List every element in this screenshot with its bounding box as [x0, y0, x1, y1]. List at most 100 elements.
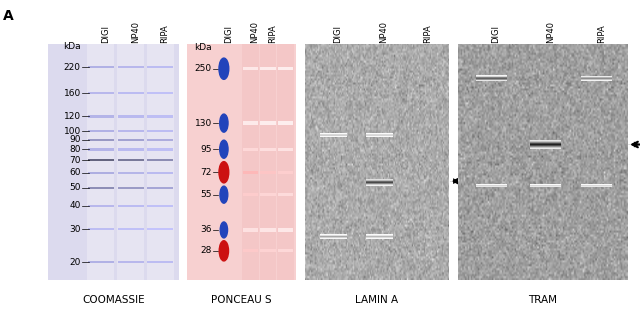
Bar: [320, 235, 347, 236]
Circle shape: [219, 58, 228, 79]
Text: DIGI: DIGI: [492, 25, 500, 43]
Bar: [530, 145, 561, 146]
Bar: [476, 79, 507, 80]
Bar: [278, 147, 293, 151]
Circle shape: [220, 140, 228, 158]
Bar: [476, 185, 507, 186]
Bar: [530, 185, 561, 186]
Bar: [366, 185, 393, 186]
Bar: [278, 228, 293, 232]
Text: RIPA: RIPA: [268, 24, 277, 43]
Bar: [278, 249, 293, 253]
Text: PONCEAU S: PONCEAU S: [211, 295, 271, 305]
Circle shape: [220, 186, 228, 203]
Bar: [476, 184, 507, 185]
Bar: [243, 147, 258, 151]
Bar: [530, 184, 561, 185]
Bar: [320, 133, 347, 134]
Bar: [476, 77, 507, 78]
Bar: [530, 142, 561, 143]
Bar: [366, 179, 393, 180]
Bar: [530, 145, 561, 146]
Text: 60: 60: [69, 169, 81, 177]
Bar: [260, 44, 276, 280]
Bar: [581, 186, 612, 187]
Bar: [147, 139, 173, 141]
Text: DIGI: DIGI: [224, 25, 233, 43]
Bar: [118, 261, 143, 263]
Bar: [320, 236, 347, 237]
Bar: [476, 79, 507, 80]
Bar: [581, 76, 612, 77]
Bar: [260, 249, 276, 253]
Bar: [277, 44, 294, 280]
Bar: [581, 76, 612, 77]
Bar: [530, 144, 561, 145]
Bar: [87, 44, 115, 280]
Bar: [530, 184, 561, 185]
Bar: [147, 187, 173, 189]
Text: 20: 20: [69, 258, 81, 267]
Text: 30: 30: [69, 225, 81, 234]
Bar: [366, 235, 393, 236]
Text: 55: 55: [200, 190, 212, 199]
Bar: [88, 159, 114, 161]
Bar: [366, 185, 393, 186]
Bar: [260, 147, 276, 151]
Bar: [88, 187, 114, 189]
Text: RIPA: RIPA: [596, 24, 605, 43]
Text: NP40: NP40: [380, 21, 388, 43]
Text: A: A: [3, 9, 14, 23]
Text: NP40: NP40: [131, 21, 140, 43]
Bar: [320, 135, 347, 136]
Bar: [118, 159, 143, 161]
Bar: [530, 146, 561, 147]
Bar: [366, 135, 393, 136]
Text: 80: 80: [69, 145, 81, 154]
Bar: [366, 234, 393, 235]
Text: 95: 95: [200, 145, 212, 154]
Bar: [366, 135, 393, 136]
Bar: [476, 186, 507, 187]
Bar: [530, 143, 561, 144]
Bar: [530, 140, 561, 141]
Bar: [260, 193, 276, 196]
Text: TRAM: TRAM: [528, 295, 557, 305]
Bar: [88, 66, 114, 68]
Bar: [88, 92, 114, 94]
Bar: [476, 186, 507, 187]
Bar: [581, 184, 612, 185]
Bar: [366, 238, 393, 239]
Text: 50: 50: [69, 183, 81, 192]
Text: 72: 72: [200, 168, 212, 177]
Bar: [530, 185, 561, 186]
Bar: [147, 66, 173, 68]
Bar: [147, 159, 173, 161]
Bar: [366, 134, 393, 135]
Bar: [147, 115, 173, 117]
Bar: [581, 78, 612, 79]
Bar: [88, 130, 114, 132]
Bar: [530, 143, 561, 144]
Bar: [320, 234, 347, 235]
Bar: [278, 67, 293, 70]
Bar: [581, 77, 612, 78]
Text: kDa: kDa: [63, 42, 81, 51]
Text: 28: 28: [200, 246, 212, 255]
Text: DIGI: DIGI: [333, 25, 342, 43]
Bar: [581, 185, 612, 186]
Bar: [366, 236, 393, 237]
Bar: [530, 185, 561, 186]
Bar: [581, 79, 612, 80]
Bar: [366, 234, 393, 235]
Bar: [243, 228, 258, 232]
Bar: [147, 205, 173, 207]
Bar: [530, 147, 561, 148]
Bar: [581, 184, 612, 185]
Bar: [366, 235, 393, 236]
Text: NP40: NP40: [546, 21, 555, 43]
Bar: [476, 77, 507, 78]
Bar: [366, 183, 393, 184]
Bar: [530, 148, 561, 149]
Bar: [581, 184, 612, 185]
